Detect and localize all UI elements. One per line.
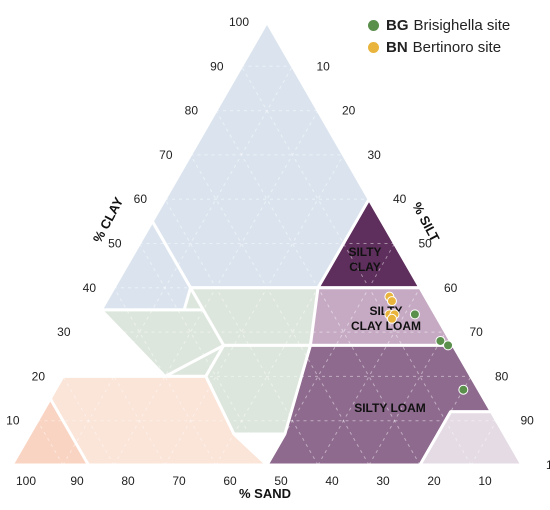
sandy-clay-loam-region — [99, 286, 226, 378]
sand-tick-label: 40 — [325, 474, 339, 488]
legend-item-bn: BN Bertinoro site — [368, 36, 510, 58]
silt-grid-line — [215, 198, 370, 466]
sand-tick-label: 70 — [172, 474, 186, 488]
silt-tick-label: 20 — [342, 104, 356, 118]
sand-axis-title: % SAND — [239, 486, 291, 501]
silt-tick-label: 40 — [393, 192, 407, 206]
silty-loam-label: SILTY LOAM — [354, 401, 426, 415]
sand-tick-label: 60 — [223, 474, 237, 488]
sand-tick-label: 10 — [478, 474, 492, 488]
sand-tick-label: 100 — [16, 474, 36, 488]
sand-tick-label: 30 — [376, 474, 390, 488]
silty-clay-loam-label-2: CLAY LOAM — [351, 319, 421, 333]
sample-point-bg — [458, 384, 469, 395]
sand-tick-label: 50 — [274, 474, 288, 488]
silt-tick-label: 70 — [470, 325, 484, 339]
sample-point-bg — [443, 340, 454, 351]
clay-tick-label: 80 — [185, 104, 199, 118]
legend: BG Brisighella site BN Bertinoro site — [368, 14, 510, 58]
zone-labels: SILTY CLAY SILTY CLAY LOAM SILTY LOAM — [348, 245, 425, 415]
sand-tick-label: 80 — [121, 474, 135, 488]
clay-tick-label: 70 — [159, 148, 173, 162]
axis-ticks: 100 90 80 70 60 50 40 30 20 10 10 20 30 40 50 60 70 80 90 1… — [6, 15, 550, 488]
clay-tick-label: 30 — [57, 325, 71, 339]
sand-grid-line — [37, 420, 64, 466]
silt-tick-label: 30 — [368, 148, 382, 162]
clay-tick-label: 100 — [229, 15, 249, 29]
silty-clay-label-2: CLAY — [349, 260, 381, 274]
silt-region — [418, 410, 524, 467]
silt-tick-label: 10 — [317, 59, 331, 73]
legend-code-bg: BG — [386, 16, 409, 34]
legend-label-bg: Brisighella site — [413, 16, 511, 34]
sand-grid-line — [164, 198, 319, 466]
sand-grid-line — [215, 110, 421, 466]
clay-tick-label: 60 — [134, 192, 148, 206]
legend-marker-bn — [368, 41, 379, 53]
silt-tick-label: 80 — [495, 369, 509, 383]
legend-code-bn: BN — [386, 38, 408, 56]
legend-marker-bg — [368, 19, 379, 31]
sand-tick-label: 20 — [427, 474, 441, 488]
clay-tick-label: 40 — [83, 281, 97, 295]
silt-grid-line — [470, 420, 497, 466]
silt-axis-title: % SILT — [409, 200, 442, 245]
silt-grid-line — [317, 287, 421, 466]
sand-grid-line — [62, 376, 115, 466]
clay-tick-label: 50 — [108, 237, 122, 251]
sample-point-bn — [386, 296, 397, 307]
silt-grid-line — [368, 331, 446, 466]
sample-point-bg — [435, 335, 446, 346]
silt-tick-label: 100 — [546, 458, 550, 472]
sand-grid-line — [139, 243, 268, 466]
grid-lines — [37, 65, 497, 466]
silt-tick-label: 50 — [419, 237, 433, 251]
legend-item-bg: BG Brisighella site — [368, 14, 510, 36]
clay-tick-label: 20 — [32, 369, 46, 383]
loamy-sand-region — [10, 397, 90, 467]
sample-point-bn — [386, 313, 397, 324]
sand-grid-line — [88, 331, 166, 466]
sand-grid-line — [113, 287, 217, 466]
clay-tick-label: 10 — [6, 414, 20, 428]
silty-clay-label-1: SILTY — [348, 245, 381, 259]
legend-label-bn: Bertinoro site — [412, 38, 502, 56]
silt-grid-line — [266, 243, 395, 466]
sample-points — [384, 291, 469, 395]
sample-point-bg — [409, 309, 420, 320]
texture-regions — [10, 20, 524, 467]
clay-tick-label: 90 — [210, 59, 224, 73]
sand-tick-label: 90 — [70, 474, 84, 488]
silt-grid-line — [113, 110, 319, 466]
silt-tick-label: 60 — [444, 281, 458, 295]
silt-tick-label: 90 — [521, 414, 535, 428]
